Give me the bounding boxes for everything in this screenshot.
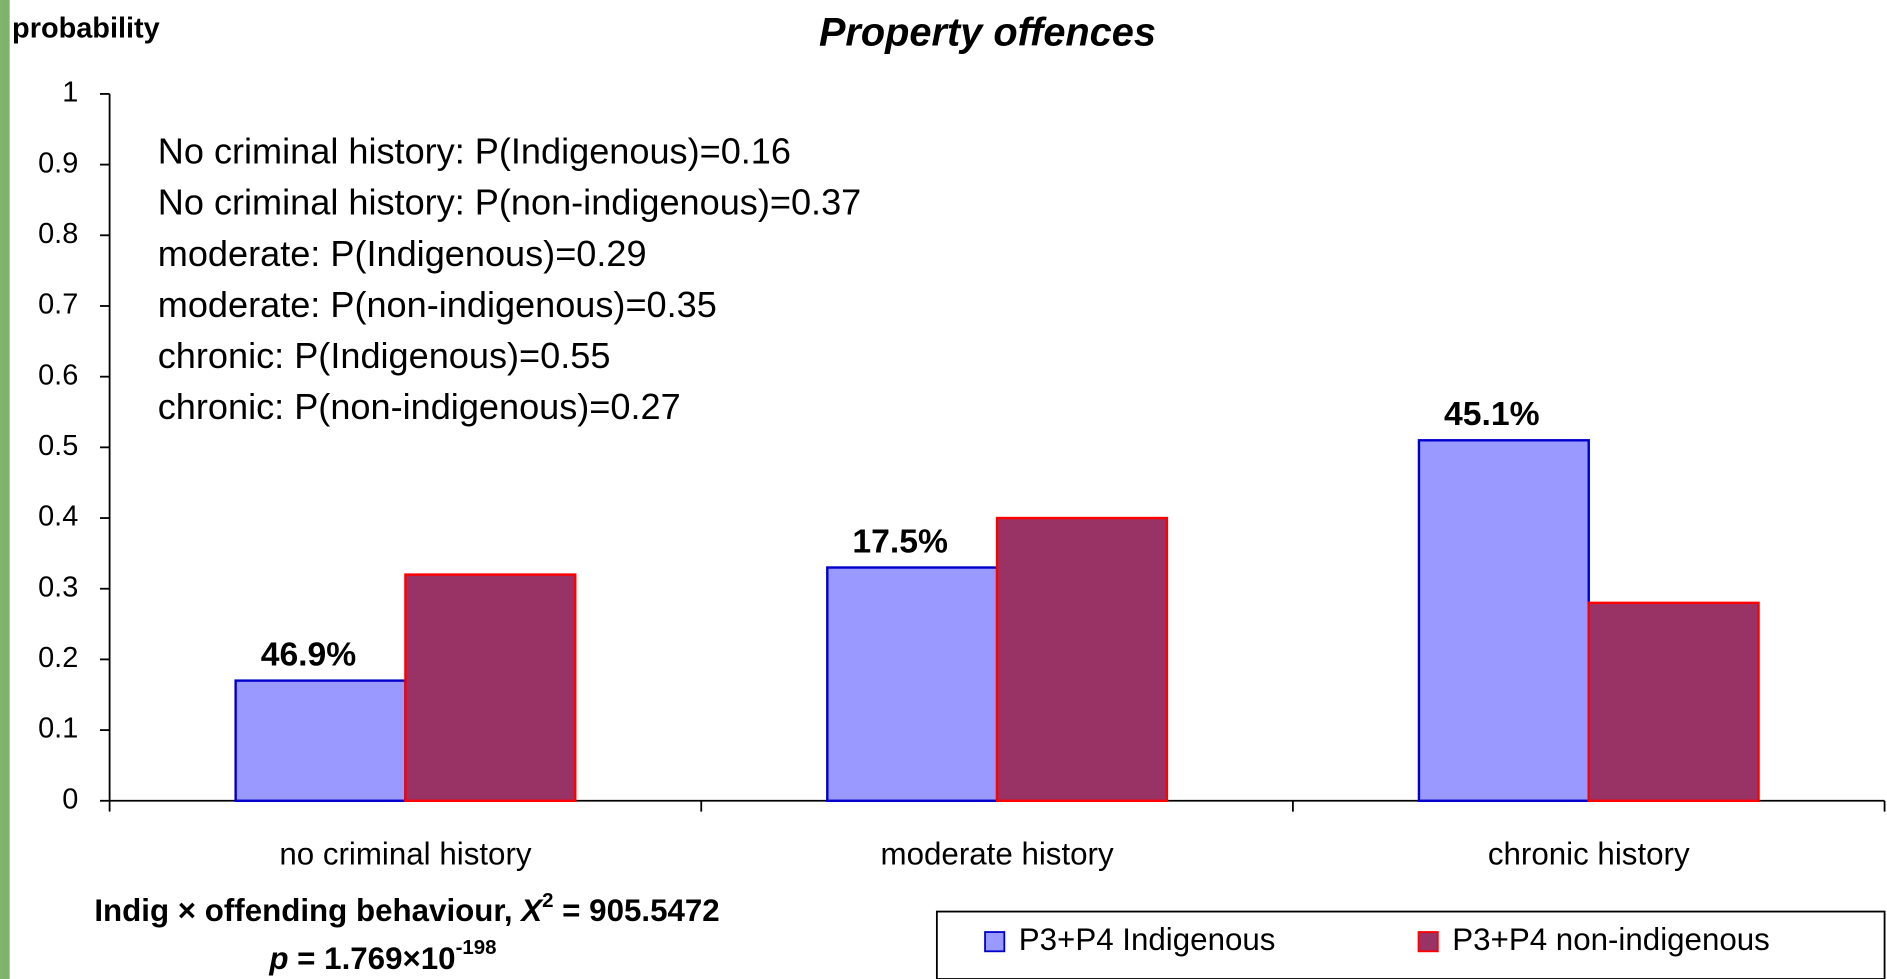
y-tick-label: 0.9 xyxy=(38,147,78,179)
annotation-line: chronic: P(Indigenous)=0.55 xyxy=(158,335,611,376)
annotation-line: No criminal history: P(non-indigenous)=0… xyxy=(158,182,861,223)
left-strip xyxy=(0,0,10,979)
y-tick-label: 0.6 xyxy=(38,359,78,391)
y-tick-label: 0.3 xyxy=(38,571,78,603)
bar-annotation: 45.1% xyxy=(1444,395,1540,433)
x-tick-label: chronic history xyxy=(1488,836,1690,871)
x-tick-label: moderate history xyxy=(881,836,1114,871)
bar xyxy=(826,566,999,802)
y-tick-label: 1 xyxy=(62,77,78,109)
legend-label: P3+P4 Indigenous xyxy=(1019,922,1276,957)
stats-p: p xyxy=(268,941,288,976)
annotation-line: moderate: P(Indigenous)=0.29 xyxy=(158,233,647,274)
stats-chi: X xyxy=(519,893,544,928)
legend-swatch xyxy=(1417,931,1439,953)
y-axis-label: probability xyxy=(12,13,160,45)
legend-label: P3+P4 non-indigenous xyxy=(1452,922,1770,957)
legend-box xyxy=(935,910,1886,979)
annotation-line: No criminal history: P(Indigenous)=0.16 xyxy=(158,131,791,172)
annotation-line: moderate: P(non-indigenous)=0.35 xyxy=(158,284,717,325)
x-tick-label: no criminal history xyxy=(279,836,532,871)
annotation-line: chronic: P(non-indigenous)=0.27 xyxy=(158,386,681,427)
bar xyxy=(404,573,577,802)
y-tick-label: 0 xyxy=(62,783,78,815)
y-tick-label: 0.1 xyxy=(38,713,78,745)
y-tick-label: 0.7 xyxy=(38,289,78,321)
y-tick-label: 0.5 xyxy=(38,430,78,462)
bar-annotation: 46.9% xyxy=(261,635,357,673)
stats-line-2: p = 1.769×10-198 xyxy=(268,936,496,976)
chart-title: Property offences xyxy=(819,10,1156,54)
stats-prefix: Indig × offending behaviour, xyxy=(94,893,521,928)
stats-chi-value: = 905.5472 xyxy=(553,893,719,928)
bar xyxy=(1587,601,1760,802)
stats-p-exp: -198 xyxy=(456,936,497,959)
bar-annotation: 17.5% xyxy=(852,522,948,560)
stats-line-1: Indig × offending behaviour, X2 = 905.54… xyxy=(94,889,719,928)
bar xyxy=(234,679,407,802)
legend-swatch xyxy=(984,931,1006,953)
stats-chi-sup: 2 xyxy=(542,889,553,912)
y-tick-label: 0.4 xyxy=(38,501,78,533)
bar xyxy=(1417,439,1590,802)
stats-p-value: = 1.769×10 xyxy=(288,941,455,976)
y-tick-label: 0.2 xyxy=(38,642,78,674)
bar xyxy=(995,516,1169,802)
y-tick-label: 0.8 xyxy=(38,218,78,250)
